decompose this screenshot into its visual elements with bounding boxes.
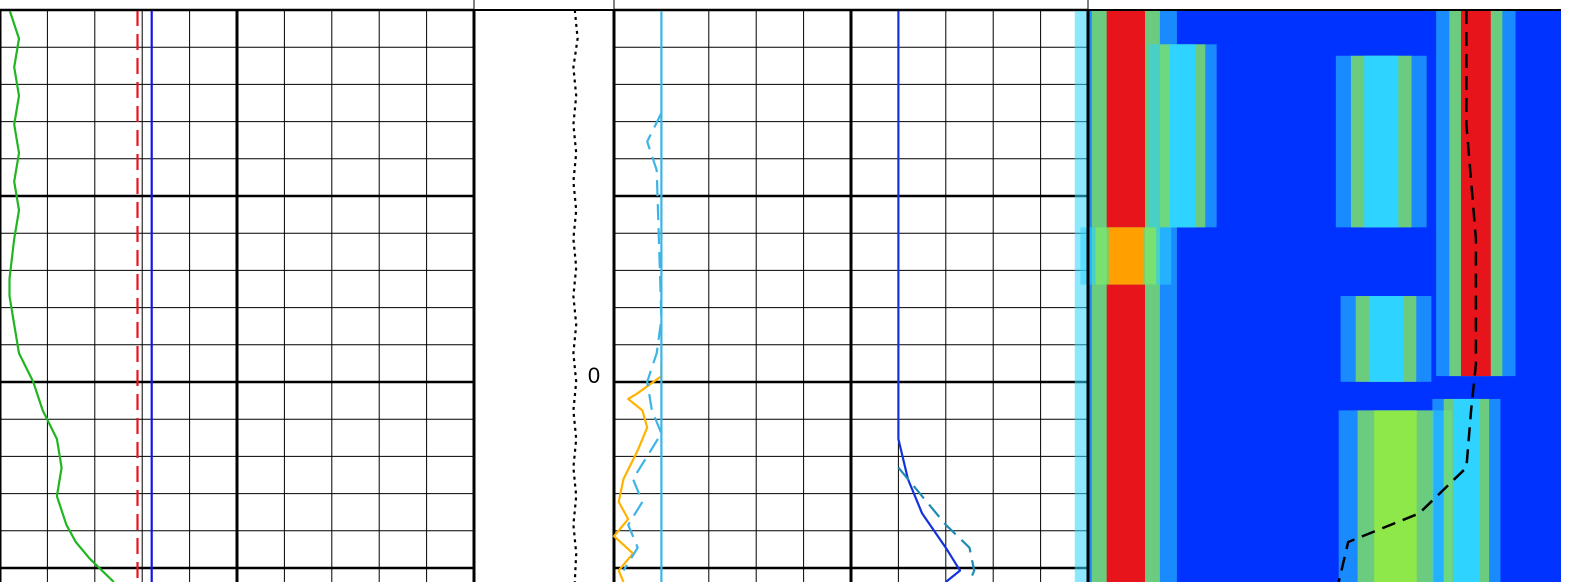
heatmap-band-core-6 [1453,398,1480,582]
series-line-0 [572,9,579,582]
depth-label: 0 [588,363,600,388]
track-2-depth [572,9,579,582]
heatmap-band-core-5 [1460,10,1491,377]
series-line-0 [8,9,115,582]
heatmap-band-core-3 [1368,296,1404,382]
series-line-3 [897,10,962,582]
heatmap-band-core-4 [1374,410,1417,582]
heatmap-band-core-7 [1108,227,1143,285]
heatmap-trace-line [1337,10,1478,582]
track-4-heatmap [1074,10,1561,582]
heatmap-band-core-1 [1169,44,1196,228]
track-3 [612,8,1090,582]
series-line-0 [612,364,663,582]
track-1 [0,8,476,582]
series-line-4 [897,466,976,582]
heatmap-band-core-0 [1106,10,1145,582]
heatmap-band-core-2 [1364,55,1399,228]
series-line-1 [622,112,663,572]
